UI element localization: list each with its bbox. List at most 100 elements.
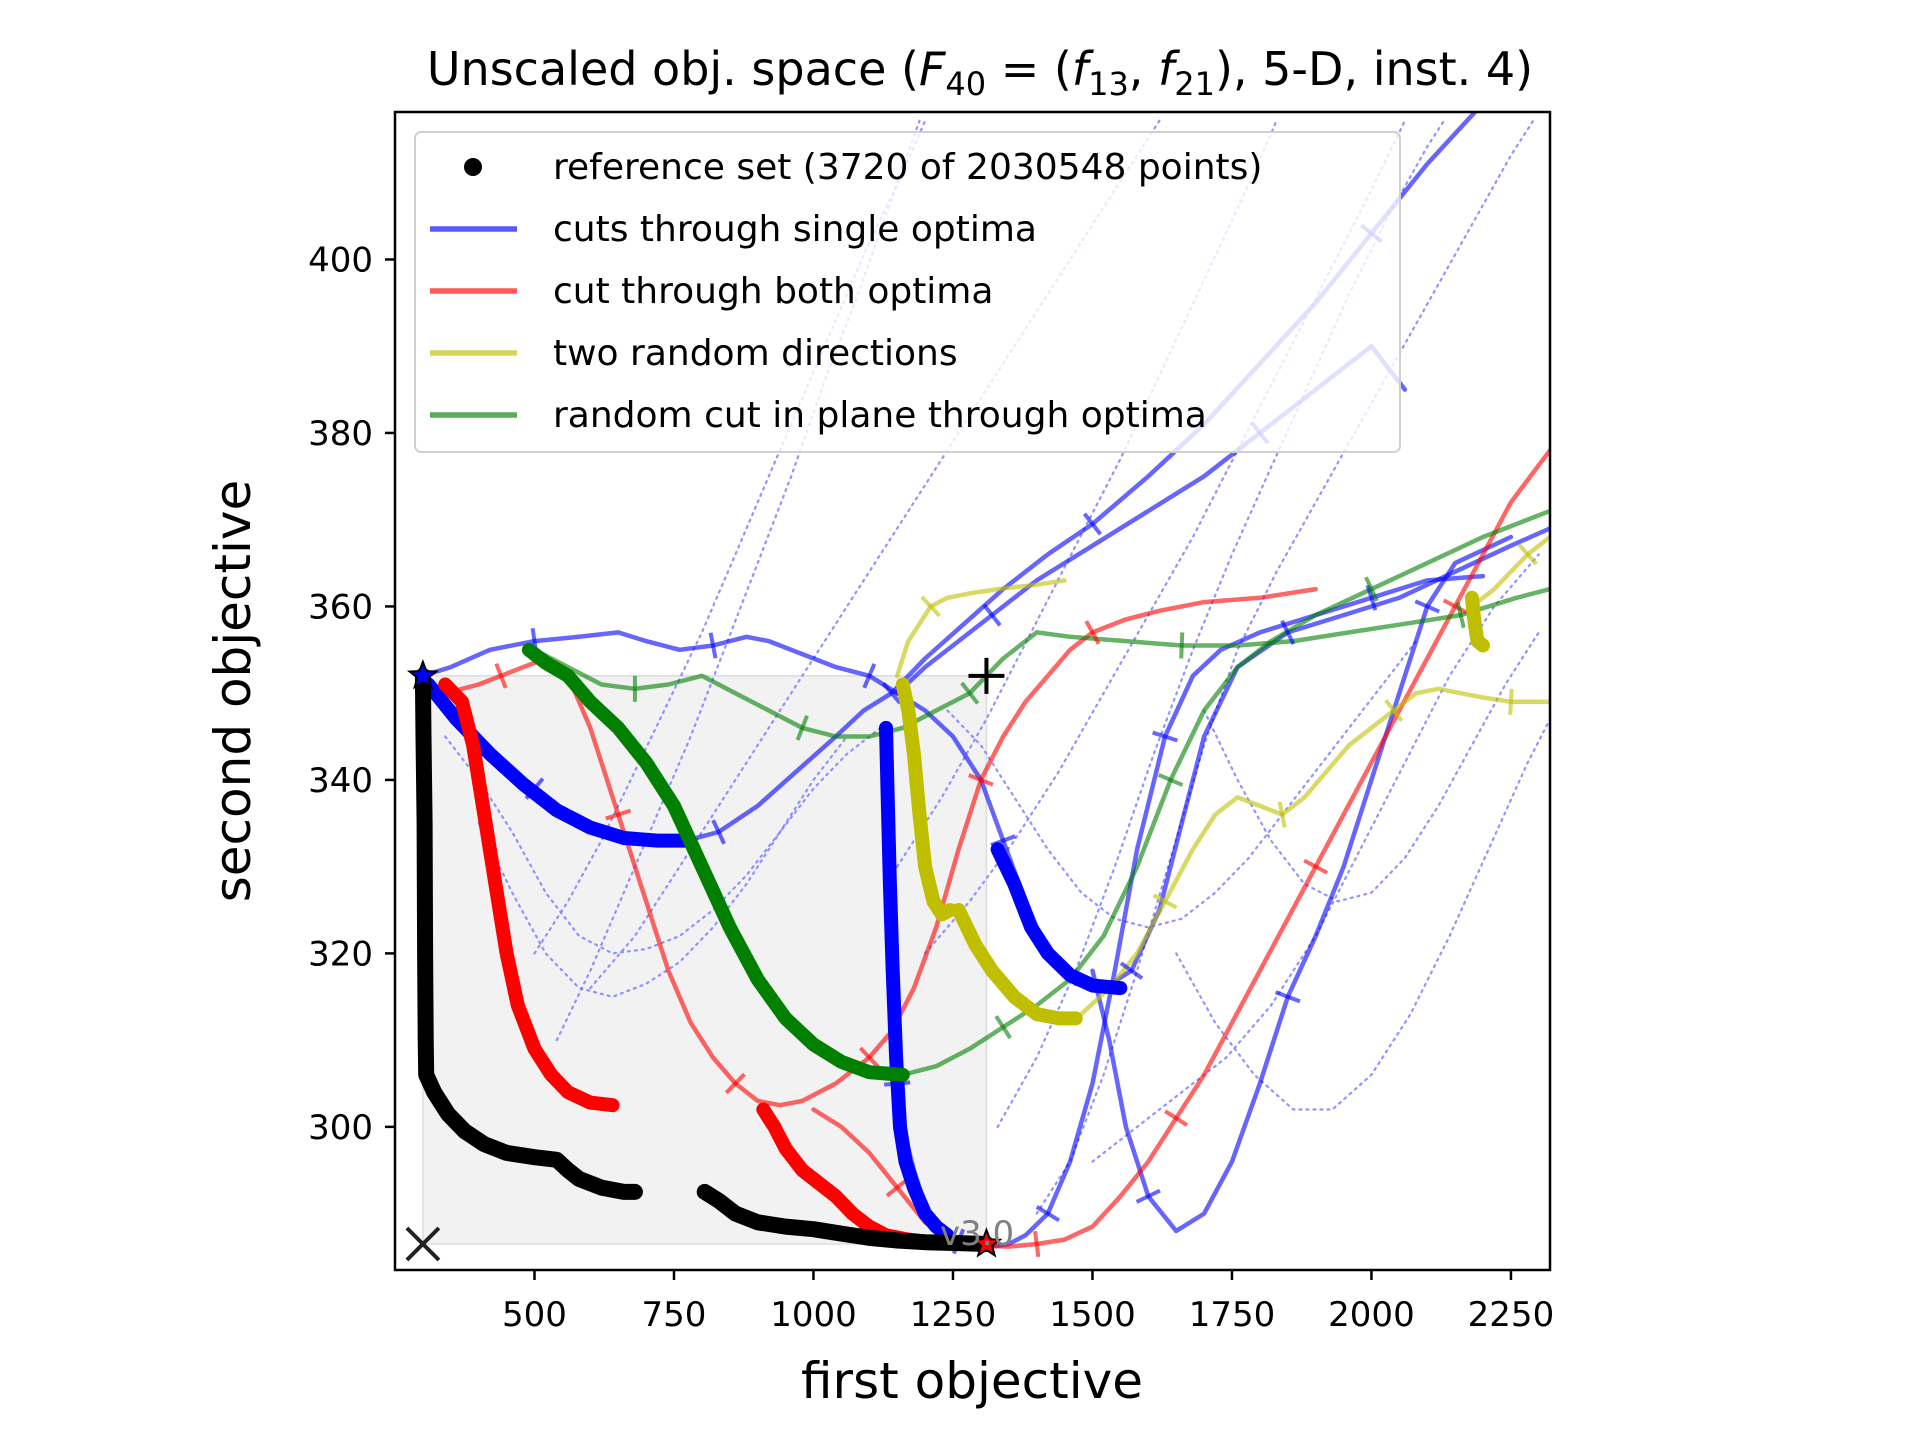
thick-random_dirs-8 bbox=[1464, 590, 1490, 653]
cut-tick-plane bbox=[994, 1015, 1012, 1040]
cut-tick-plane bbox=[1157, 772, 1184, 787]
cut-tick-both bbox=[1442, 598, 1468, 615]
cut-tick-both bbox=[1164, 1109, 1189, 1127]
nadir-point-plus bbox=[968, 657, 1005, 694]
series-random_dirs-10 bbox=[1469, 534, 1550, 609]
x-axis: 500 750 1000 1250 1500 1750 2000 2250 bbox=[502, 1270, 1554, 1335]
y-axis: 300 320 340 360 380 400 bbox=[308, 240, 395, 1148]
title-eq: = ( bbox=[986, 42, 1072, 96]
cut-tick-single bbox=[1135, 1188, 1161, 1204]
series-random_dirs-9 bbox=[1079, 686, 1550, 1017]
cut-tick-random_dirs bbox=[1152, 893, 1178, 910]
y-tick-label: 340 bbox=[308, 761, 373, 801]
y-tick-label: 320 bbox=[308, 934, 373, 974]
thick-single-2 bbox=[879, 720, 955, 1243]
cut-tick-single bbox=[1152, 730, 1178, 743]
thick-single-3 bbox=[990, 842, 1128, 996]
x-tick-label: 1000 bbox=[770, 1295, 857, 1335]
x-tick-label: 1250 bbox=[910, 1295, 997, 1335]
cut-tick-single bbox=[1365, 584, 1378, 611]
optimum-1-star bbox=[406, 658, 439, 690]
cut-tick-plane bbox=[795, 715, 809, 741]
cut-tick-plane bbox=[1364, 576, 1379, 602]
version-text: v3.0 bbox=[940, 1214, 1014, 1254]
reference-front-1 bbox=[414, 667, 643, 1200]
dotted-cut-7 bbox=[1035, 119, 1535, 1215]
cut-tick-random_dirs bbox=[1508, 688, 1514, 715]
cut-tick-both bbox=[494, 662, 508, 689]
title-comma: , bbox=[1129, 42, 1158, 96]
cut-tick-random_dirs bbox=[1277, 801, 1287, 828]
cut-tick-single bbox=[1082, 512, 1103, 536]
cut-tick-single bbox=[711, 819, 726, 845]
markers-layer bbox=[405, 657, 1005, 1262]
cut-tick-single bbox=[862, 663, 877, 689]
legend-label-single: cuts through single optima bbox=[553, 209, 1037, 250]
chart-title: Unscaled obj. space (F40 = (f13, f21), 5… bbox=[427, 42, 1533, 103]
y-axis-label: second objective bbox=[204, 480, 262, 903]
cut-tick-single bbox=[1280, 619, 1296, 646]
title-pre: Unscaled obj. space ( bbox=[427, 42, 919, 96]
cut-tick-random_dirs bbox=[1384, 699, 1404, 723]
x-tick-label: 500 bbox=[502, 1295, 567, 1335]
series-random_dirs-8 bbox=[894, 578, 1067, 679]
cut-tick-plane bbox=[960, 681, 980, 705]
series-single-5 bbox=[1090, 534, 1514, 1234]
title-post: ), 5-D, inst. 4) bbox=[1215, 42, 1533, 96]
cut-tick-both bbox=[968, 773, 994, 787]
dotted-cut-10 bbox=[444, 726, 882, 955]
legend-label-plane: random cut in plane through optima bbox=[553, 395, 1207, 436]
y-tick-label: 360 bbox=[308, 587, 373, 627]
thick-both-4 bbox=[438, 677, 620, 1113]
thick-random_dirs-6 bbox=[895, 677, 958, 922]
cut-tick-single bbox=[982, 603, 1002, 627]
x-tick-label: 2250 bbox=[1468, 1295, 1555, 1335]
x-tick-label: 1750 bbox=[1189, 1295, 1276, 1335]
dotted-cut-12 bbox=[946, 640, 1418, 929]
legend-label-reference: reference set (3720 of 2030548 points) bbox=[553, 147, 1262, 188]
dotted-cut-9 bbox=[1175, 718, 1550, 1111]
legend-label-random_dirs: two random directions bbox=[553, 333, 958, 374]
legend-label-both: cut through both optima bbox=[553, 271, 993, 312]
cut-tick-both bbox=[1303, 858, 1329, 875]
dotted-cut-13 bbox=[1203, 631, 1540, 903]
series-plane-11 bbox=[532, 586, 1550, 739]
y-tick-label: 300 bbox=[308, 1108, 373, 1148]
dotted-cut-11 bbox=[477, 735, 849, 998]
x-axis-label: first objective bbox=[801, 1352, 1143, 1410]
cut-tick-single bbox=[708, 632, 718, 659]
plot-frame bbox=[393, 110, 1552, 1272]
cut-tick-both bbox=[1033, 1230, 1041, 1258]
legend: reference set (3720 of 2030548 points) cu… bbox=[414, 131, 1401, 453]
legend-box bbox=[414, 131, 1401, 453]
title-F: F bbox=[919, 42, 946, 96]
reference-front-2 bbox=[696, 1183, 995, 1252]
cut-tick-random_dirs bbox=[1517, 543, 1538, 566]
y-tick-label: 400 bbox=[308, 240, 373, 280]
x-tick-label: 2000 bbox=[1328, 1295, 1415, 1335]
optimum-2-star bbox=[970, 1227, 1003, 1258]
cut-tick-both bbox=[724, 1072, 746, 1095]
cut-tick-single bbox=[1119, 961, 1144, 980]
legend-marker-reference bbox=[464, 158, 482, 176]
y-tick-label: 380 bbox=[308, 414, 373, 454]
cut-tick-single bbox=[1274, 990, 1301, 1004]
title-f1-sub: 13 bbox=[1088, 65, 1129, 103]
cut-tick-single bbox=[1035, 1205, 1060, 1223]
cut-tick-both bbox=[885, 1177, 909, 1198]
cut-tick-random_dirs bbox=[920, 595, 941, 618]
x-tick-label: 750 bbox=[642, 1295, 707, 1335]
plot-area bbox=[414, 112, 1550, 1258]
title-F-sub: 40 bbox=[945, 65, 986, 103]
cut-tick-both bbox=[605, 808, 632, 821]
ideal-point-x bbox=[405, 1226, 441, 1262]
title-f2-sub: 21 bbox=[1174, 65, 1215, 103]
thick-random_dirs-7 bbox=[951, 903, 1083, 1026]
thick-plane-9 bbox=[521, 642, 910, 1082]
cut-tick-single bbox=[1414, 599, 1440, 614]
x-tick-label: 1500 bbox=[1049, 1295, 1136, 1335]
cut-tick-single bbox=[881, 681, 902, 705]
cut-tick-plane bbox=[1179, 632, 1185, 659]
cut-tick-both bbox=[1084, 620, 1101, 645]
